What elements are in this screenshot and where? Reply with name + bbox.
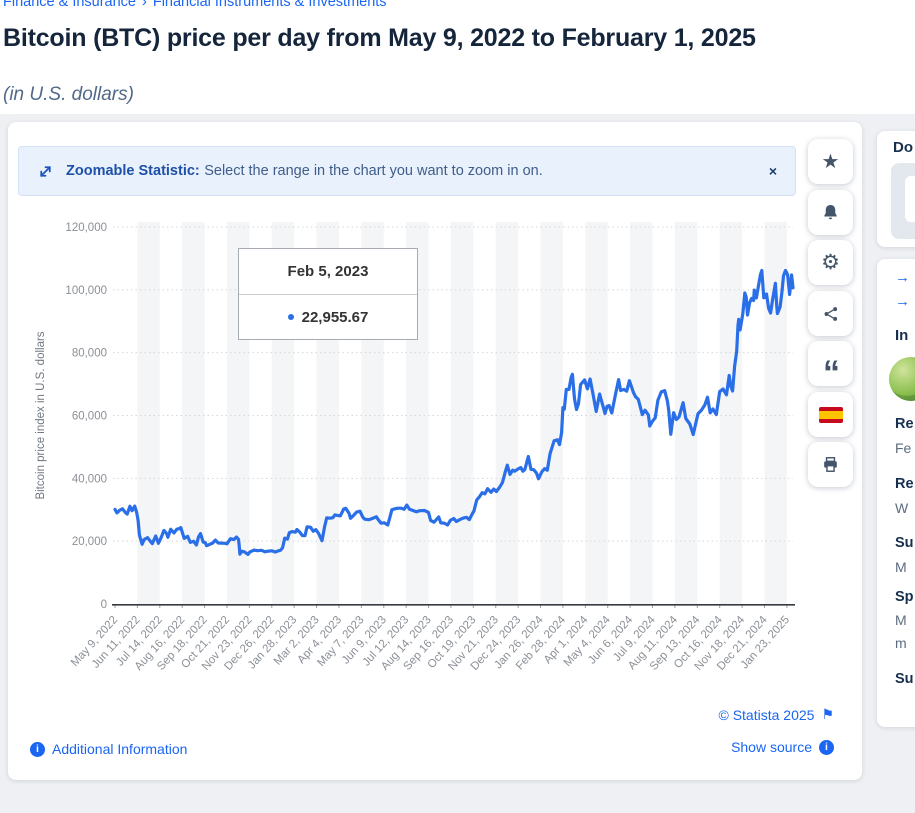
banner-close-icon[interactable]: × <box>768 163 777 179</box>
breadcrumb-separator: › <box>142 0 147 10</box>
svg-text:40,000: 40,000 <box>72 473 107 485</box>
gear-icon: ⚙ <box>821 251 840 274</box>
panel-link-arrow-icon[interactable]: → <box>895 293 910 310</box>
page-subtitle: (in U.S. dollars) <box>3 84 134 105</box>
svg-text:120,000: 120,000 <box>65 222 107 234</box>
region-label: Re <box>895 476 914 492</box>
region-value: W <box>895 500 909 516</box>
survey-period-label: Su <box>895 535 914 551</box>
bell-icon <box>821 203 840 222</box>
download-heading: Do <box>893 139 913 156</box>
release-date-label: Re <box>895 416 914 432</box>
breadcrumb: Finance & Insurance › Financial Instrument… <box>3 0 387 10</box>
printer-icon <box>821 455 840 474</box>
settings-button[interactable]: ⚙ <box>808 240 853 285</box>
page-title: Bitcoin (BTC) price per day from May 9, … <box>3 24 756 52</box>
zoom-expand-icon <box>37 163 54 180</box>
tooltip-value: 22,955.67 <box>301 308 369 326</box>
special-properties-value: M <box>895 612 907 628</box>
share-icon <box>822 305 840 323</box>
survey-period-value: M <box>895 559 907 575</box>
special-properties-label: Sp <box>895 589 914 605</box>
chart-card: Zoomable Statistic: Select the range in … <box>8 122 862 780</box>
statista-copyright-link[interactable]: © Statista 2025 ⚑ <box>719 706 835 723</box>
panel-link-arrow-icon[interactable]: → <box>895 269 910 286</box>
additional-info-icon: i <box>30 741 45 757</box>
download-format-button[interactable] <box>905 176 915 222</box>
source-info-icon: i <box>819 739 834 755</box>
favorite-button[interactable]: ★ <box>808 139 853 184</box>
language-spanish-button[interactable] <box>808 392 853 437</box>
show-source-link[interactable]: Show source i <box>731 739 834 755</box>
tooltip-date: Feb 5, 2023 <box>239 249 417 295</box>
svg-text:Bitcoin price index in U.S. do: Bitcoin price index in U.S. dollars <box>35 331 47 499</box>
page-header: Finance & Insurance › Financial Instrument… <box>0 0 915 114</box>
supplementary-notes-label: Su <box>895 671 914 687</box>
banner-text: Select the range in the chart you want t… <box>204 163 543 179</box>
price-line-chart[interactable]: 0 20,000 40,000 60,000 80,000 100,000 120,000 M… <box>30 218 805 710</box>
breadcrumb-link-instruments[interactable]: Financial Instruments & Investments <box>152 0 387 10</box>
spain-flag-icon <box>818 406 843 423</box>
source-logo[interactable] <box>889 357 915 401</box>
download-format-group <box>891 163 915 239</box>
release-date-value: Fe <box>895 440 912 456</box>
zoomable-statistic-banner: Zoomable Statistic: Select the range in … <box>18 146 796 196</box>
special-properties-value-line2: m <box>895 635 907 651</box>
print-button[interactable] <box>808 442 853 487</box>
banner-bold-text: Zoomable Statistic: <box>66 163 200 179</box>
info-section-heading: In <box>895 327 909 344</box>
additional-information-link[interactable]: i Additional Information <box>30 741 187 757</box>
download-panel: Do <box>877 131 915 247</box>
cite-button[interactable]: “ <box>808 341 853 390</box>
breadcrumb-link-finance[interactable]: Finance & Insurance <box>3 0 136 10</box>
share-button[interactable] <box>808 291 853 336</box>
svg-text:0: 0 <box>101 599 107 611</box>
chart-tooltip: Feb 5, 2023 22,955.67 <box>238 248 418 340</box>
svg-text:60,000: 60,000 <box>72 411 107 423</box>
alert-button[interactable] <box>808 190 853 235</box>
svg-text:20,000: 20,000 <box>72 536 107 548</box>
metadata-panel: → → In Re Fe Re W Su M Sp M m Su <box>877 259 915 727</box>
tooltip-series-dot <box>287 314 294 320</box>
report-flag-icon: ⚑ <box>821 706 834 722</box>
copyright-text: © Statista 2025 <box>718 706 815 723</box>
show-source-text: Show source <box>731 739 812 755</box>
star-icon: ★ <box>821 150 840 173</box>
svg-text:100,000: 100,000 <box>65 285 107 297</box>
additional-info-text: Additional Information <box>52 741 188 757</box>
svg-text:80,000: 80,000 <box>72 348 107 360</box>
